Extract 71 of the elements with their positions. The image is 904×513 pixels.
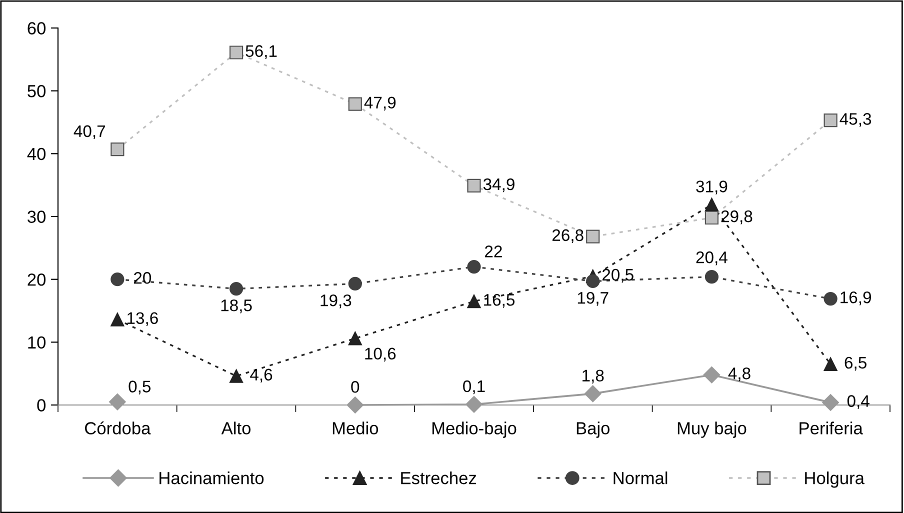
point — [466, 396, 482, 413]
data-label: 20 — [134, 272, 152, 284]
point — [110, 312, 124, 326]
point — [824, 292, 838, 306]
point — [229, 369, 244, 383]
data-label: 18,5 — [221, 299, 252, 314]
data-label: 20,5 — [602, 268, 634, 283]
point — [110, 272, 124, 286]
point — [824, 114, 838, 128]
data-label: 0,1 — [463, 380, 485, 394]
data-label: 6,5 — [844, 356, 866, 371]
data-label: 47,9 — [364, 96, 396, 110]
legend-label: Hacinamiento — [160, 472, 264, 484]
data-label: 26,8 — [552, 229, 584, 244]
point — [109, 393, 126, 410]
point — [346, 396, 364, 414]
point — [229, 46, 244, 60]
data-label: 19,7 — [578, 292, 608, 306]
legend-label: Normal — [614, 472, 668, 484]
point — [822, 394, 839, 411]
x-tick-label: Bajo — [576, 422, 610, 438]
point — [704, 198, 719, 212]
data-label: 34,9 — [483, 178, 514, 192]
data-label: 0 — [351, 381, 360, 393]
y-tick-label: 50 — [28, 85, 46, 98]
legend-label: Holgura — [805, 472, 864, 488]
data-label: 22 — [485, 246, 502, 258]
point — [348, 97, 362, 111]
data-label: 19,3 — [320, 294, 352, 308]
point — [584, 385, 602, 402]
data-label: 45,3 — [840, 113, 872, 127]
data-label: 20,4 — [696, 251, 728, 266]
point — [703, 366, 720, 384]
x-tick-label: Muy bajo — [678, 422, 746, 438]
x-tick-label: Córdoba — [85, 421, 151, 434]
y-tick-label: 20 — [28, 274, 46, 286]
point — [586, 274, 600, 288]
point — [467, 260, 481, 274]
point — [704, 210, 719, 225]
data-label: 10,6 — [365, 348, 396, 362]
point — [467, 294, 481, 308]
point — [467, 178, 481, 193]
data-label: 56,1 — [246, 45, 277, 59]
data-label: 0,4 — [847, 395, 870, 409]
point — [586, 230, 600, 244]
data-label: 16,5 — [484, 294, 515, 308]
point — [348, 332, 362, 346]
y-tick-label: 10 — [28, 336, 46, 349]
data-label: 40,7 — [74, 125, 106, 140]
point — [824, 357, 838, 371]
data-label: 31,9 — [696, 180, 728, 194]
data-label: 4,8 — [728, 368, 750, 382]
data-label: 4,6 — [250, 368, 272, 383]
y-tick-label: 40 — [27, 148, 46, 160]
y-tick-label: 60 — [28, 22, 46, 34]
data-label: 13,6 — [127, 312, 158, 326]
y-tick-label: 30 — [28, 210, 46, 223]
data-label: 0,5 — [128, 380, 151, 394]
y-tick-label: 0 — [37, 399, 46, 412]
data-label: 16,9 — [840, 291, 871, 306]
x-tick-label: Medio — [332, 422, 378, 434]
x-tick-label: Periferia — [800, 422, 863, 434]
point — [110, 142, 124, 156]
data-label: 29,8 — [721, 210, 752, 224]
legend-label: Estrechez — [401, 472, 476, 484]
data-label: 1,8 — [582, 370, 604, 384]
x-tick-label: Alto — [221, 422, 251, 434]
point — [348, 276, 362, 291]
x-tick-label: Medio-bajo — [432, 422, 516, 438]
point — [229, 282, 244, 296]
point — [704, 270, 719, 284]
